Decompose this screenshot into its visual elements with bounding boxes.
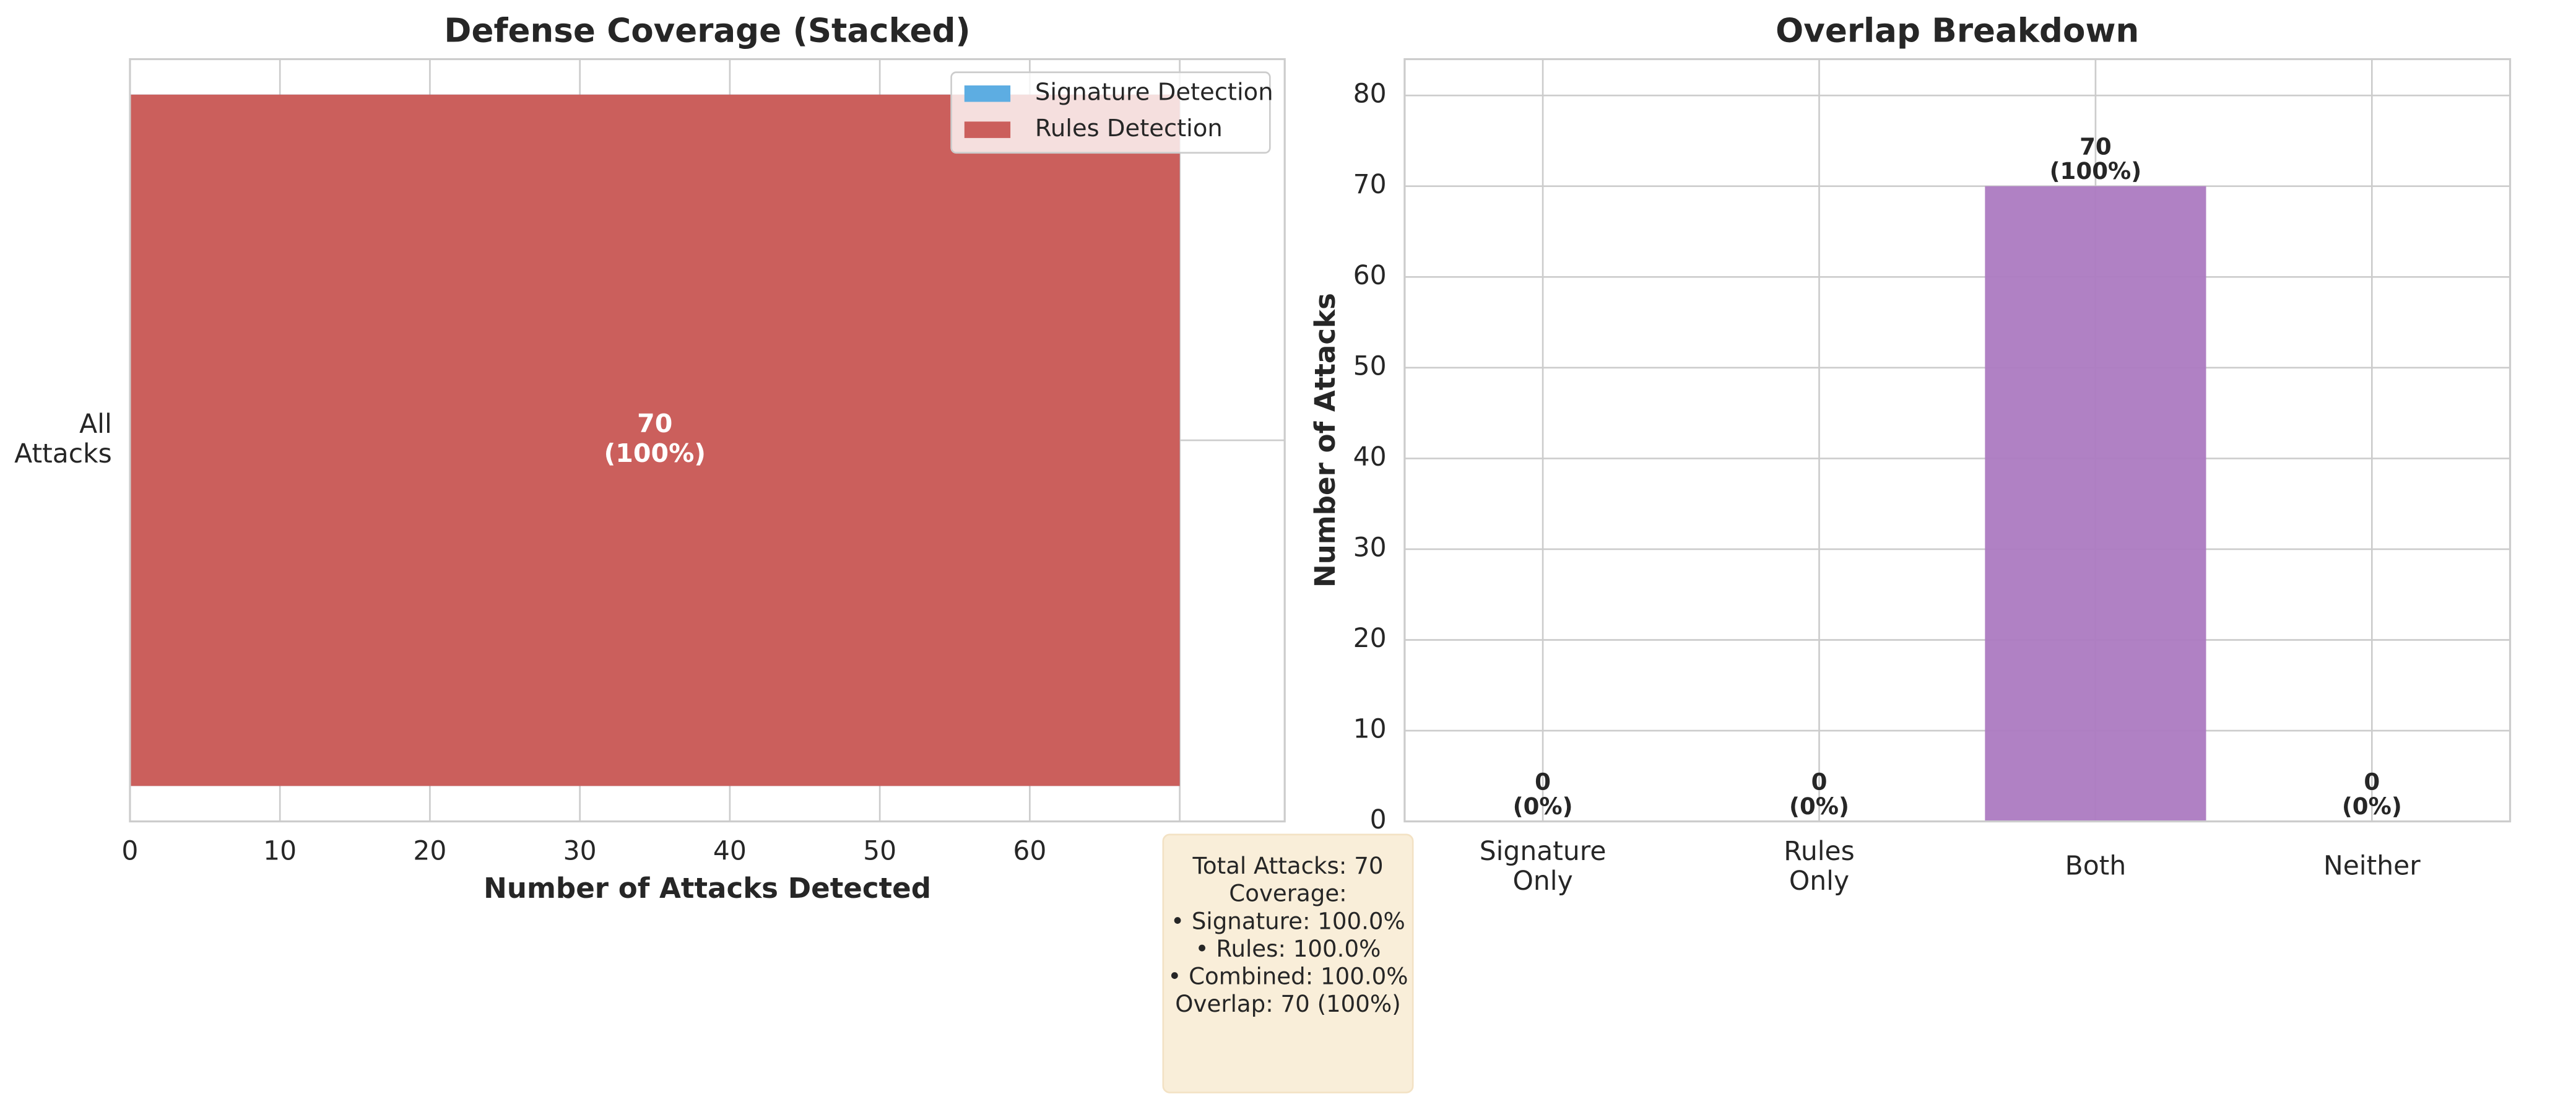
y-tick-label: 20 [1353, 624, 1387, 654]
x-axis-label: Number of Attacks Detected [484, 872, 931, 905]
legend-box [950, 71, 1271, 154]
x-tick-label: 30 [563, 837, 597, 867]
annotation-box [1162, 833, 1414, 1093]
x-tick-label: 60 [1013, 837, 1046, 867]
legend-label: Signature Detection [1035, 79, 1273, 106]
x-tick-label: Signature Only [1480, 837, 1607, 897]
x-tick-label: Both [2065, 851, 2127, 881]
x-tick-label: 20 [413, 837, 446, 867]
y-tick-label: 80 [1353, 79, 1387, 110]
legend-swatch [964, 121, 1011, 138]
y-tick-label: 30 [1353, 532, 1387, 563]
chart-title: Overlap Breakdown [1776, 12, 2139, 50]
value-label: 0 (0%) [1789, 768, 1849, 820]
y-tick-label: 60 [1353, 261, 1387, 291]
chart-title: Defense Coverage (Stacked) [444, 12, 970, 50]
legend-label: Rules Detection [1035, 115, 1223, 142]
legend-swatch [964, 85, 1011, 102]
x-tick-label: 50 [863, 837, 896, 867]
bar [129, 94, 1180, 786]
annotation: Total Attacks: 70 Coverage: • Signature: 1… [1168, 853, 1408, 1017]
y-axis-label: Number of Attacks [1309, 293, 1342, 588]
x-tick-label: 40 [713, 837, 747, 867]
y-tick-label: All Attacks [14, 409, 112, 469]
value-label: 0 (0%) [2342, 768, 2402, 820]
value-label: 70 (100%) [604, 409, 706, 468]
y-tick-label: 70 [1353, 170, 1387, 200]
x-tick-label: 10 [263, 837, 297, 867]
x-tick-label: Neither [2323, 851, 2421, 881]
value-label: 70 (100%) [2050, 133, 2142, 185]
axes-frame [1403, 58, 2512, 823]
x-tick-label: Rules Only [1784, 837, 1854, 897]
y-tick-label: 0 [1370, 805, 1387, 835]
bar [1985, 186, 2206, 822]
value-label: 0 (0%) [1513, 768, 1573, 820]
x-tick-label: 0 [121, 837, 138, 867]
axes-frame [129, 58, 1286, 823]
y-tick-label: 50 [1353, 351, 1387, 381]
y-tick-label: 10 [1353, 715, 1387, 745]
y-tick-label: 40 [1353, 442, 1387, 472]
